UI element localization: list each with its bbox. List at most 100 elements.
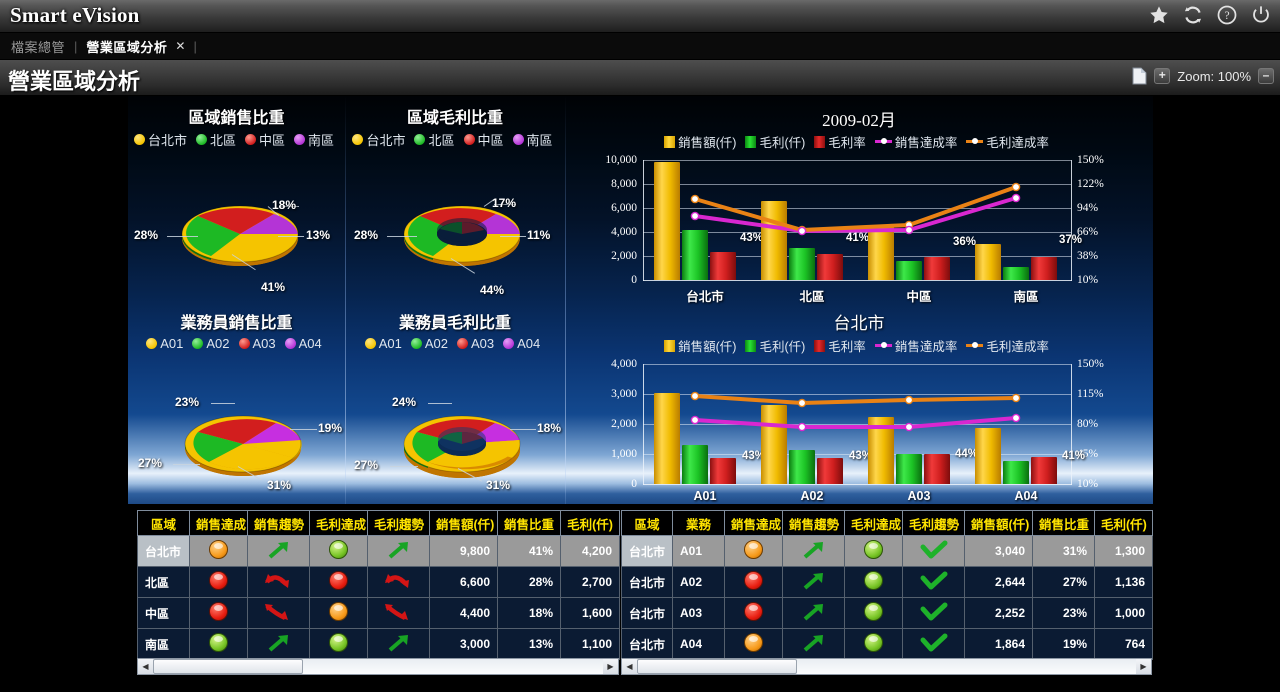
legend-item[interactable]: A03	[238, 336, 276, 351]
legend-item[interactable]: A02	[192, 336, 230, 351]
legend-item[interactable]: 台北市	[133, 130, 187, 149]
col-header-1[interactable]: 銷售達成	[189, 510, 248, 536]
scroll-track[interactable]	[153, 659, 603, 674]
plot-area-monthly[interactable]: 10,000 8,000 6,000 4,000 2,000 0 150% 12…	[605, 154, 1104, 304]
plot-area-taipei[interactable]: 4,000 3,000 2,000 1,000 0 150% 115% 80% …	[611, 358, 1104, 503]
legend-item[interactable]: A04	[503, 336, 540, 351]
col-header-4[interactable]: 毛利達成	[844, 510, 903, 536]
bar-profit[interactable]	[682, 445, 708, 484]
bar-margin[interactable]	[817, 458, 843, 484]
star-icon[interactable]	[1148, 4, 1170, 26]
tab-close-icon[interactable]: ✕	[175, 39, 186, 53]
bar-profit[interactable]	[896, 454, 922, 484]
line-series-taipei[interactable]	[644, 364, 1071, 484]
legend-item[interactable]: 北區	[195, 130, 236, 149]
legend-item[interactable]: 南區	[512, 130, 553, 149]
bar-profit[interactable]	[896, 261, 922, 280]
zoom-out-button[interactable]: –	[1258, 68, 1274, 84]
document-icon[interactable]	[1132, 67, 1147, 85]
bar-profit[interactable]	[1003, 461, 1029, 484]
col-header-7[interactable]: 毛利(仟)	[560, 510, 620, 536]
table-row[interactable]: 中區 4,400 18% 1,600	[137, 597, 620, 629]
legend-item[interactable]: 台北市	[352, 130, 405, 149]
legend-item[interactable]: 銷售達成率	[874, 132, 957, 151]
scroll-thumb[interactable]	[153, 659, 303, 674]
bar-sales[interactable]	[761, 201, 787, 280]
help-icon[interactable]: ?	[1216, 4, 1238, 26]
scroll-thumb[interactable]	[637, 659, 797, 674]
bar-sales[interactable]	[975, 428, 1001, 484]
col-header-3[interactable]: 銷售趨勢	[782, 510, 845, 536]
legend-item[interactable]: A02	[410, 336, 448, 351]
table-row[interactable]: 台北市 A02 2,644 27% 1,136	[621, 566, 1153, 598]
donut-chart-region-profit[interactable]	[400, 196, 525, 276]
bar-profit[interactable]	[789, 450, 815, 484]
table-row[interactable]: 台北市 A03 2,252 23% 1,000	[621, 597, 1153, 629]
table-row[interactable]: 南區 3,000 13% 1,100	[137, 628, 620, 660]
tab-file-explorer[interactable]: 檔案總管	[11, 39, 66, 55]
scroll-left-arrow[interactable]: ◀	[626, 662, 633, 671]
left-data-table[interactable]: 區域 銷售達成 銷售趨勢 毛利達成 毛利趨勢 銷售額(仟) 銷售比重 毛利(仟) 台北市 9,8…	[137, 510, 620, 660]
scroll-track[interactable]	[637, 659, 1136, 674]
refresh-icon[interactable]	[1182, 4, 1204, 26]
bar-margin[interactable]	[924, 257, 950, 280]
legend-item[interactable]: 毛利率	[814, 132, 866, 151]
bar-sales[interactable]	[975, 244, 1001, 280]
power-icon[interactable]	[1250, 4, 1272, 26]
legend-item[interactable]: 南區	[294, 130, 334, 149]
scroll-left-arrow[interactable]: ◀	[142, 662, 149, 671]
col-header-4[interactable]: 毛利趨勢	[367, 510, 430, 536]
legend-item[interactable]: 銷售額(仟)	[664, 336, 736, 355]
legend-item[interactable]: 毛利達成率	[966, 132, 1049, 151]
legend-item[interactable]: 毛利率	[814, 336, 866, 355]
table-row[interactable]: 台北市 9,800 41% 4,200	[137, 535, 620, 567]
table-row[interactable]: 台北市 A01 3,040 31% 1,300	[621, 535, 1153, 567]
legend-item[interactable]: A01	[146, 336, 183, 351]
col-header-3[interactable]: 毛利達成	[309, 510, 368, 536]
zoom-in-button[interactable]: +	[1154, 68, 1171, 84]
col-header-5[interactable]: 銷售額(仟)	[429, 510, 498, 536]
legend-item[interactable]: 中區	[463, 130, 504, 149]
bar-margin[interactable]	[817, 254, 843, 280]
col-header-0[interactable]: 區域	[621, 510, 673, 536]
right-table-hscrollbar[interactable]: ◀ ▶	[621, 658, 1152, 675]
donut-chart-rep-profit[interactable]	[400, 406, 525, 488]
bar-sales[interactable]	[654, 393, 680, 484]
bar-profit[interactable]	[682, 230, 708, 280]
col-header-8[interactable]: 毛利(仟)	[1094, 510, 1153, 536]
col-header-7[interactable]: 銷售比重	[1032, 510, 1095, 536]
bar-profit[interactable]	[789, 248, 815, 280]
legend-item[interactable]: 毛利(仟)	[745, 132, 805, 151]
scroll-right-arrow[interactable]: ▶	[1140, 662, 1147, 671]
legend-item[interactable]: A03	[457, 336, 494, 351]
line-series-monthly[interactable]	[644, 160, 1071, 280]
bar-sales[interactable]	[868, 227, 894, 280]
col-header-6[interactable]: 銷售額(仟)	[964, 510, 1033, 536]
col-header-2[interactable]: 銷售趨勢	[247, 510, 310, 536]
bar-margin[interactable]	[1031, 457, 1057, 484]
bar-margin[interactable]	[710, 252, 736, 280]
col-header-5[interactable]: 毛利趨勢	[902, 510, 965, 536]
legend-item[interactable]: 北區	[414, 130, 455, 149]
table-row[interactable]: 北區 6,600 28% 2,700	[137, 566, 620, 598]
legend-item[interactable]: 銷售額(仟)	[664, 132, 736, 151]
col-header-0[interactable]: 區域	[137, 510, 190, 536]
pie-chart-rep-sales[interactable]	[181, 406, 306, 486]
legend-item[interactable]: 毛利達成率	[966, 336, 1049, 355]
right-data-table[interactable]: 區域 業務 銷售達成 銷售趨勢 毛利達成 毛利趨勢 銷售額(仟) 銷售比重 毛利(仟) 台北市 A…	[621, 510, 1153, 660]
scroll-right-arrow[interactable]: ▶	[607, 662, 614, 671]
legend-item[interactable]: 中區	[245, 130, 285, 149]
legend-item[interactable]: 銷售達成率	[874, 336, 957, 355]
col-header-6[interactable]: 銷售比重	[497, 510, 561, 536]
left-table-hscrollbar[interactable]: ◀ ▶	[137, 658, 619, 675]
bar-margin[interactable]	[1031, 257, 1057, 280]
bar-margin[interactable]	[710, 458, 736, 484]
bar-profit[interactable]	[1003, 267, 1029, 280]
bar-sales[interactable]	[761, 405, 787, 484]
table-row[interactable]: 台北市 A04 1,864 19% 764	[621, 628, 1153, 660]
col-header-2[interactable]: 銷售達成	[724, 510, 783, 536]
legend-item[interactable]: 毛利(仟)	[745, 336, 805, 355]
bar-sales[interactable]	[654, 162, 680, 280]
pie-chart-region-sales[interactable]	[178, 196, 303, 274]
tab-sales-region-analysis[interactable]: 營業區域分析	[86, 39, 168, 55]
